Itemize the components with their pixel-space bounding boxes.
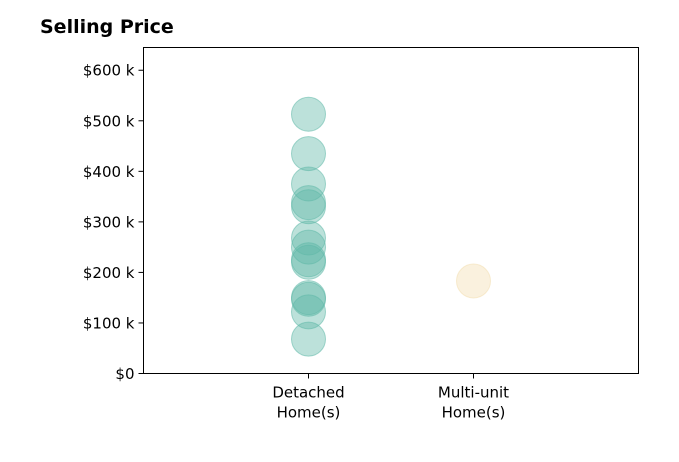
y-tick-label: $0 — [115, 365, 134, 383]
data-point — [291, 136, 326, 172]
y-axis: $0 $100 k $200 k $300 k $400 k $500 k $600 k — [83, 62, 144, 383]
y-tick-label: $400 k — [83, 163, 135, 181]
y-tick-label: $200 k — [83, 264, 135, 282]
chart-title: Selling Price — [40, 16, 174, 38]
y-tick-label: $100 k — [83, 314, 135, 332]
y-tick-label: $500 k — [83, 112, 135, 130]
y-tick-label: $300 k — [83, 213, 135, 231]
data-point — [456, 263, 491, 299]
data-point — [291, 189, 326, 225]
points-layer — [291, 96, 491, 357]
y-tick-label: $600 k — [83, 62, 135, 80]
x-axis: Detached Home(s) Multi-unit Home(s) — [272, 373, 509, 422]
data-point — [291, 229, 326, 265]
plot-frame — [143, 47, 639, 374]
x-tick-label: Multi-unit Home(s) — [438, 384, 509, 422]
x-tick-label: Detached Home(s) — [272, 384, 344, 422]
data-point — [291, 220, 326, 256]
data-point — [291, 294, 326, 330]
data-point — [291, 321, 326, 357]
data-point — [291, 244, 326, 280]
data-point — [291, 96, 326, 132]
data-point — [291, 281, 326, 317]
